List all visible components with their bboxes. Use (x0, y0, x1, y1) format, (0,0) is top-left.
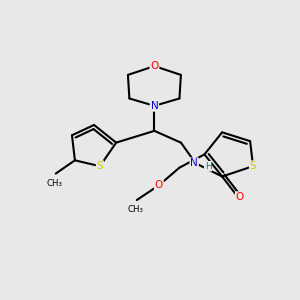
Text: O: O (236, 192, 244, 202)
Text: H: H (205, 162, 212, 171)
Text: S: S (250, 161, 256, 171)
Text: O: O (150, 61, 158, 71)
Text: N: N (190, 158, 198, 168)
Text: O: O (155, 180, 163, 190)
Text: N: N (151, 101, 158, 111)
Text: S: S (97, 161, 103, 171)
Text: CH₃: CH₃ (127, 206, 143, 214)
Text: CH₃: CH₃ (46, 179, 62, 188)
